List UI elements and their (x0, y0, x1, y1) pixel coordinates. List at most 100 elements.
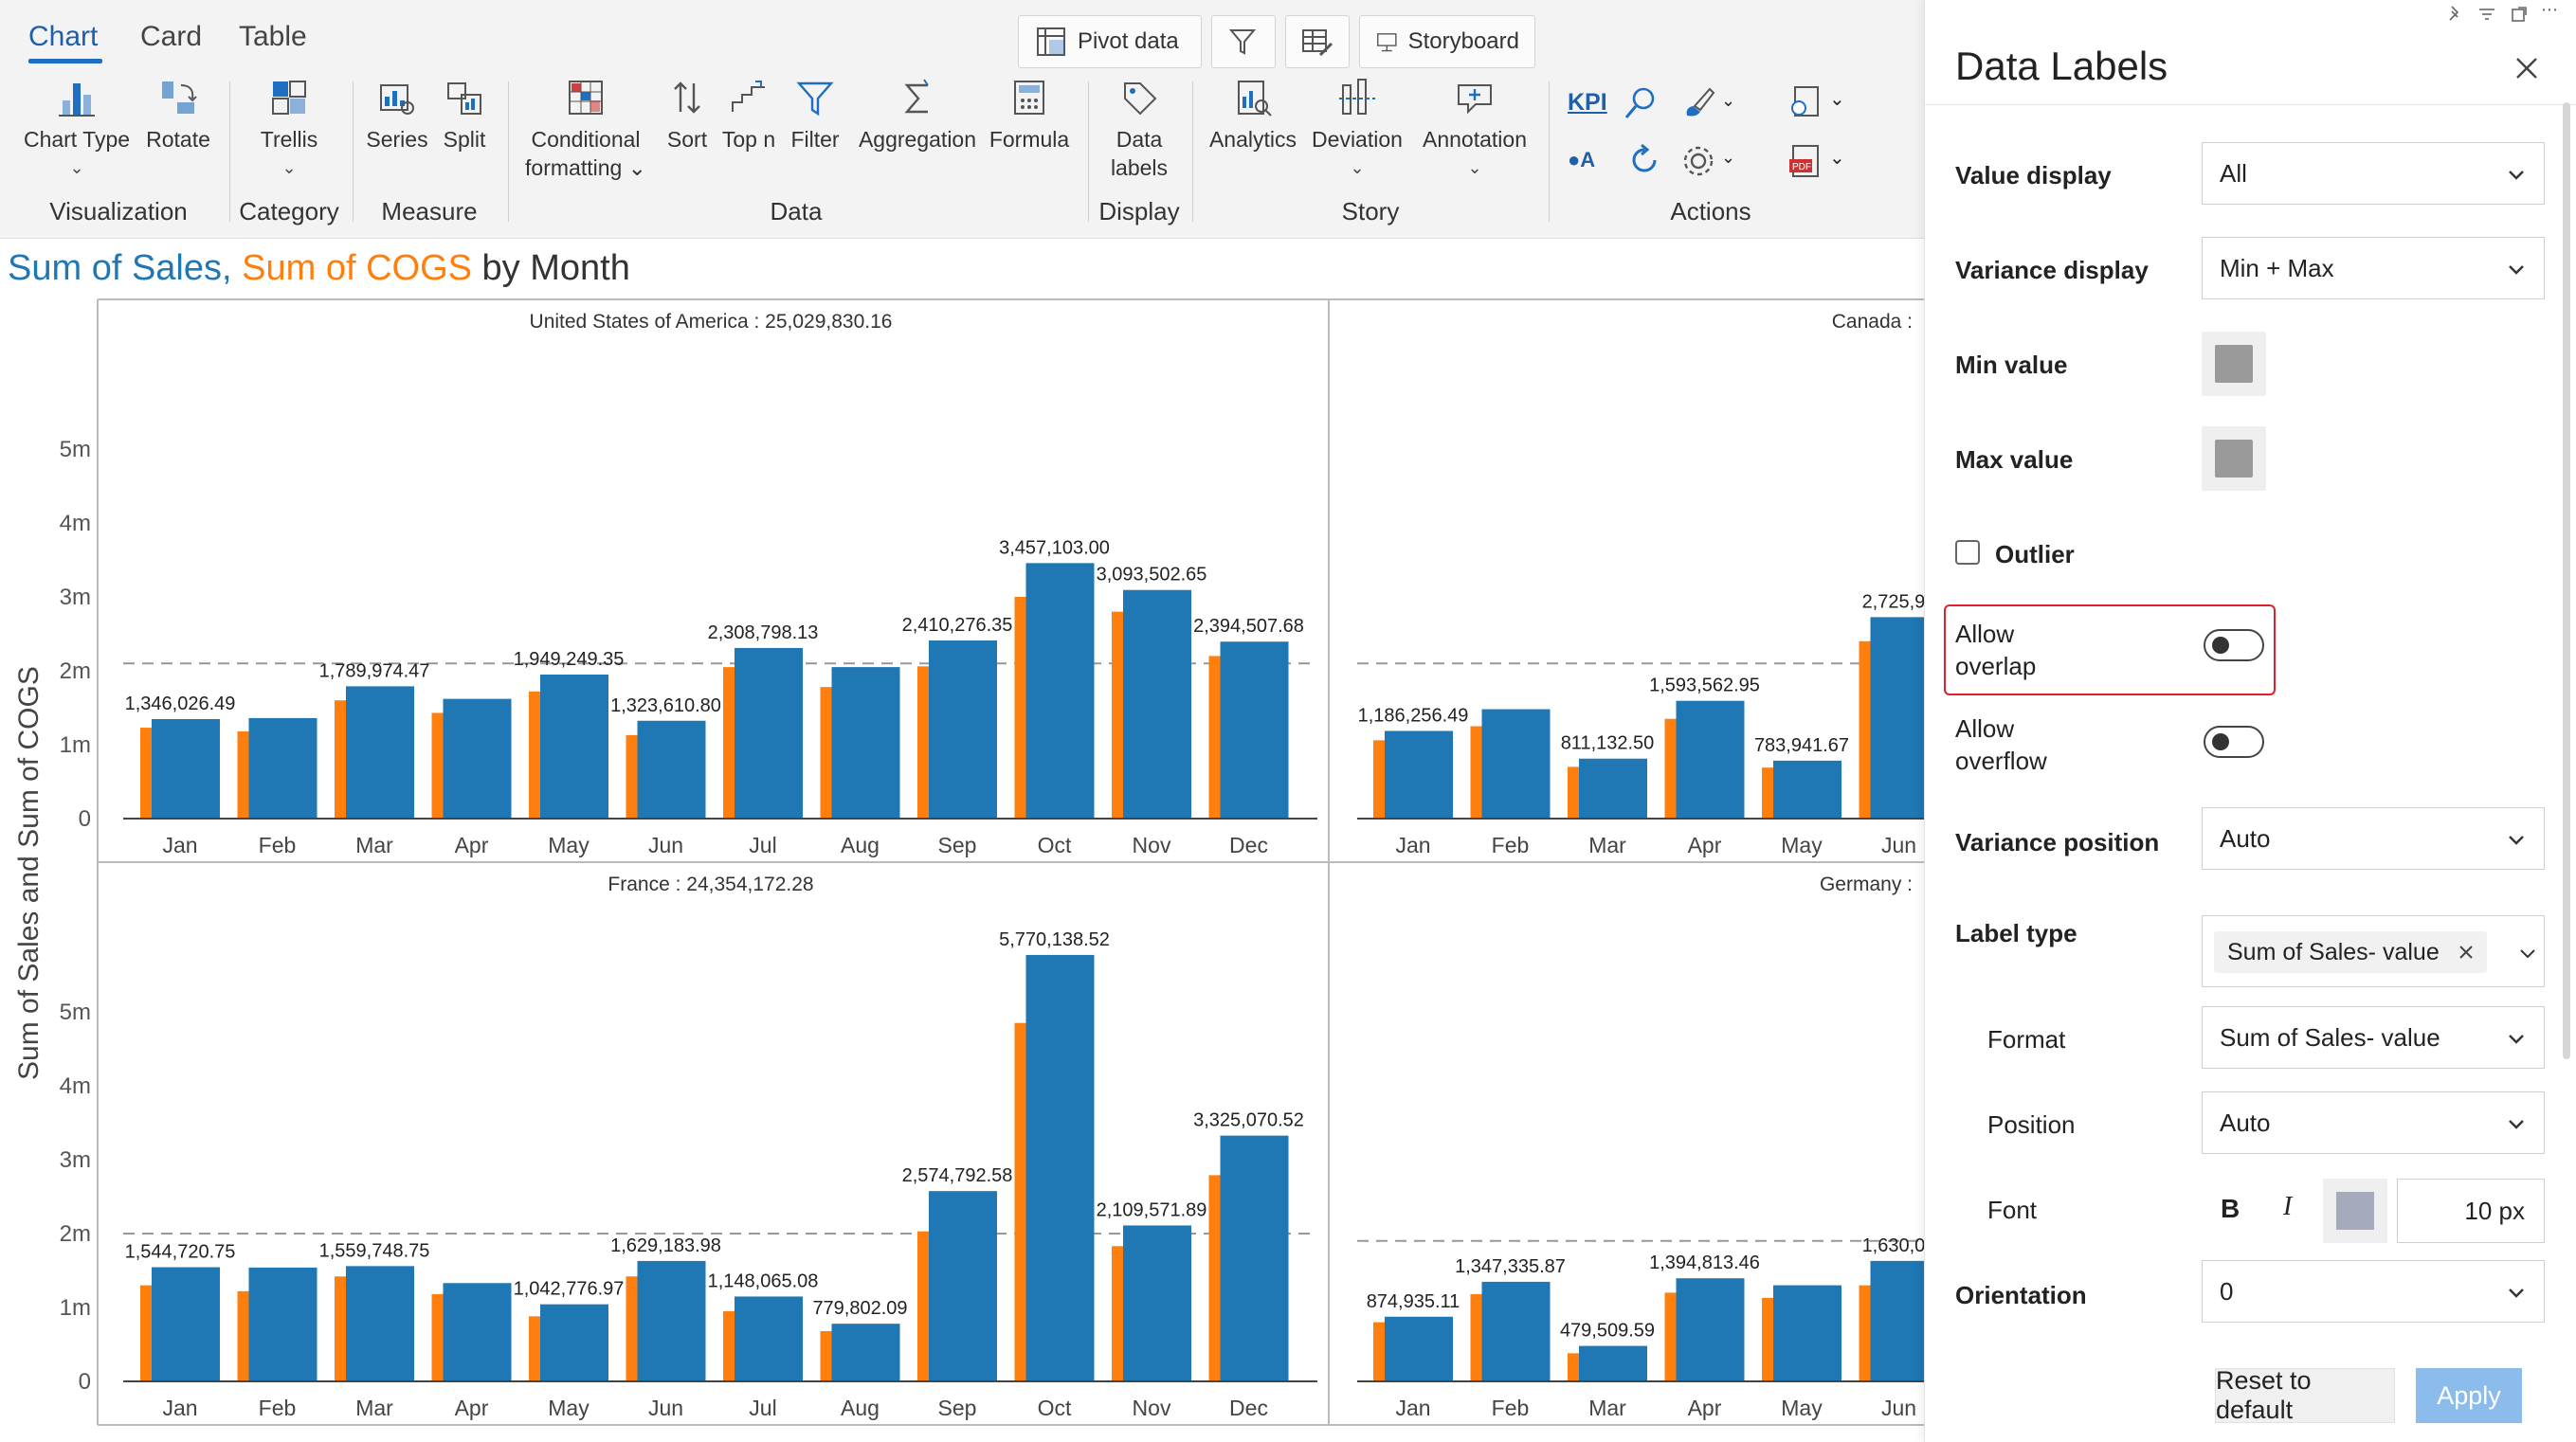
filter-lines-icon[interactable] (2476, 4, 2497, 25)
filter-button[interactable]: Filter (785, 76, 845, 153)
value-display-value: All (2220, 158, 2247, 188)
x-tick-label: Mar (1588, 833, 1626, 857)
tab-chart[interactable]: Chart (28, 21, 99, 52)
x-tick-label: Jul (749, 833, 776, 857)
table-edit-button[interactable] (1285, 15, 1350, 68)
sales-bar (248, 1267, 317, 1381)
sales-bar (1025, 954, 1095, 1381)
more-options-icon[interactable]: ⋯ (2541, 0, 2558, 19)
expand-icon[interactable] (2509, 4, 2530, 25)
data-labels-button[interactable]: Data labels (1101, 76, 1177, 182)
trellis-button[interactable]: Trellis ⌄ (248, 76, 330, 182)
sales-bar (1481, 709, 1551, 819)
cogs-bar (1373, 740, 1385, 819)
deviation-button[interactable]: Deviation ⌄ (1308, 76, 1406, 182)
cogs-bar (140, 1285, 152, 1381)
chevron-down-icon[interactable]: ⌄ (1829, 89, 1845, 110)
x-tick-label: Jan (162, 1396, 197, 1420)
chart-type-button[interactable]: Chart Type ⌄ (21, 76, 133, 182)
chevron-down-icon[interactable]: ⌄ (1721, 91, 1736, 110)
export-settings-icon[interactable] (1786, 83, 1823, 121)
rotate-button[interactable]: Rotate (142, 76, 214, 153)
top-n-button[interactable]: Top n (718, 76, 779, 153)
annotation-button[interactable]: Annotation ⌄ (1416, 76, 1533, 182)
label-type-multiselect[interactable]: Sum of Sales- value (2202, 915, 2545, 987)
cogs-bar (1859, 1285, 1871, 1381)
cogs-bar (1112, 611, 1123, 819)
storyboard-icon (1377, 33, 1397, 52)
tab-card[interactable]: Card (140, 21, 203, 52)
sales-bar (929, 640, 997, 819)
position-dropdown[interactable]: Auto (2202, 1091, 2545, 1154)
formula-button[interactable]: Formula (986, 76, 1073, 153)
legend-toggle-icon[interactable]: ●A (1568, 148, 1596, 171)
y-tick-label: 0 (79, 806, 91, 832)
tab-table[interactable]: Table (239, 21, 307, 52)
panel-scrollbar[interactable] (2563, 102, 2570, 1059)
svg-text:PDF: PDF (1792, 162, 1811, 172)
analytics-button[interactable]: Analytics (1204, 76, 1302, 153)
cogs-bar (626, 734, 638, 819)
storyboard-button[interactable]: Storyboard (1359, 15, 1535, 68)
formula-label: Formula (989, 127, 1070, 152)
chart-title-sales: Sum of Sales, (8, 248, 232, 288)
trellis-chart-area: United States of America : 25,029,830.16… (60, 298, 1924, 1426)
split-button[interactable]: Split (436, 76, 493, 153)
outlier-checkbox[interactable] (1955, 540, 1980, 565)
data-label: 1,148,065.08 (708, 1271, 819, 1291)
remove-tag-icon[interactable] (2458, 945, 2474, 960)
pdf-export-icon[interactable]: PDF (1786, 142, 1823, 180)
refresh-icon[interactable] (1626, 142, 1662, 178)
format-dropdown[interactable]: Sum of Sales- value (2202, 1006, 2545, 1069)
data-label: 1,186,256.49 (1358, 705, 1469, 726)
data-label: 1,593,562.95 (1649, 676, 1760, 696)
variance-position-dropdown[interactable]: Auto (2202, 807, 2545, 870)
series-button[interactable]: Series (366, 76, 428, 153)
sales-bar (540, 1304, 608, 1381)
cogs-bar (529, 1316, 540, 1381)
value-display-dropdown[interactable]: All (2202, 142, 2545, 205)
sort-icon (674, 81, 700, 114)
max-value-label: Max value (1955, 445, 2074, 474)
sales-bar (443, 1283, 512, 1381)
cogs-bar (335, 700, 346, 819)
group-category: Category (239, 197, 339, 225)
apply-button[interactable]: Apply (2416, 1368, 2522, 1423)
paint-brush-icon[interactable] (1679, 83, 1717, 121)
font-size-input[interactable]: 10 px (2397, 1179, 2545, 1243)
data-label: 479,509.59 (1560, 1321, 1655, 1342)
font-color-picker[interactable] (2323, 1179, 2387, 1243)
aggregation-button[interactable]: Aggregation (855, 76, 980, 153)
toggle-knob (2212, 637, 2229, 654)
sort-button[interactable]: Sort (662, 76, 713, 153)
chevron-down-icon[interactable]: ⌄ (1829, 148, 1845, 169)
cogs-bar (723, 1310, 735, 1381)
y-tick-label: 2m (60, 1221, 91, 1247)
bold-button[interactable]: B (2221, 1194, 2240, 1223)
gear-icon[interactable] (1681, 144, 1715, 178)
chevron-down-icon[interactable]: ⌄ (1721, 148, 1736, 167)
allow-overlap-toggle[interactable] (2204, 629, 2264, 661)
panel-title: Data Labels (1955, 44, 2168, 88)
conditional-formatting-label-2: formatting (525, 155, 623, 180)
cogs-bar (626, 1276, 638, 1381)
italic-button[interactable]: I (2283, 1192, 2293, 1221)
close-icon[interactable] (2512, 53, 2542, 83)
filter-settings-button[interactable] (1211, 15, 1276, 68)
conditional-formatting-button[interactable]: Conditional formatting ⌄ (519, 76, 652, 182)
orientation-dropdown[interactable]: 0 (2202, 1260, 2545, 1323)
reset-to-default-button[interactable]: Reset to default (2215, 1366, 2395, 1424)
pin-icon[interactable] (2444, 4, 2465, 25)
kpi-button[interactable]: KPI (1568, 89, 1607, 116)
data-label: 2,410,276.35 (902, 615, 1013, 636)
max-value-color-picker[interactable] (2202, 426, 2266, 491)
search-icon[interactable] (1623, 83, 1660, 121)
variance-display-dropdown[interactable]: Min + Max (2202, 237, 2545, 299)
allow-overflow-toggle[interactable] (2204, 726, 2264, 758)
min-value-color-picker[interactable] (2202, 332, 2266, 396)
group-separator (1549, 81, 1550, 222)
font-size-value: 10 px (2464, 1196, 2525, 1225)
x-tick-label: Apr (1688, 1396, 1722, 1420)
pivot-data-button[interactable]: Pivot data (1018, 15, 1202, 68)
allow-overlap-highlight (1944, 604, 2276, 695)
